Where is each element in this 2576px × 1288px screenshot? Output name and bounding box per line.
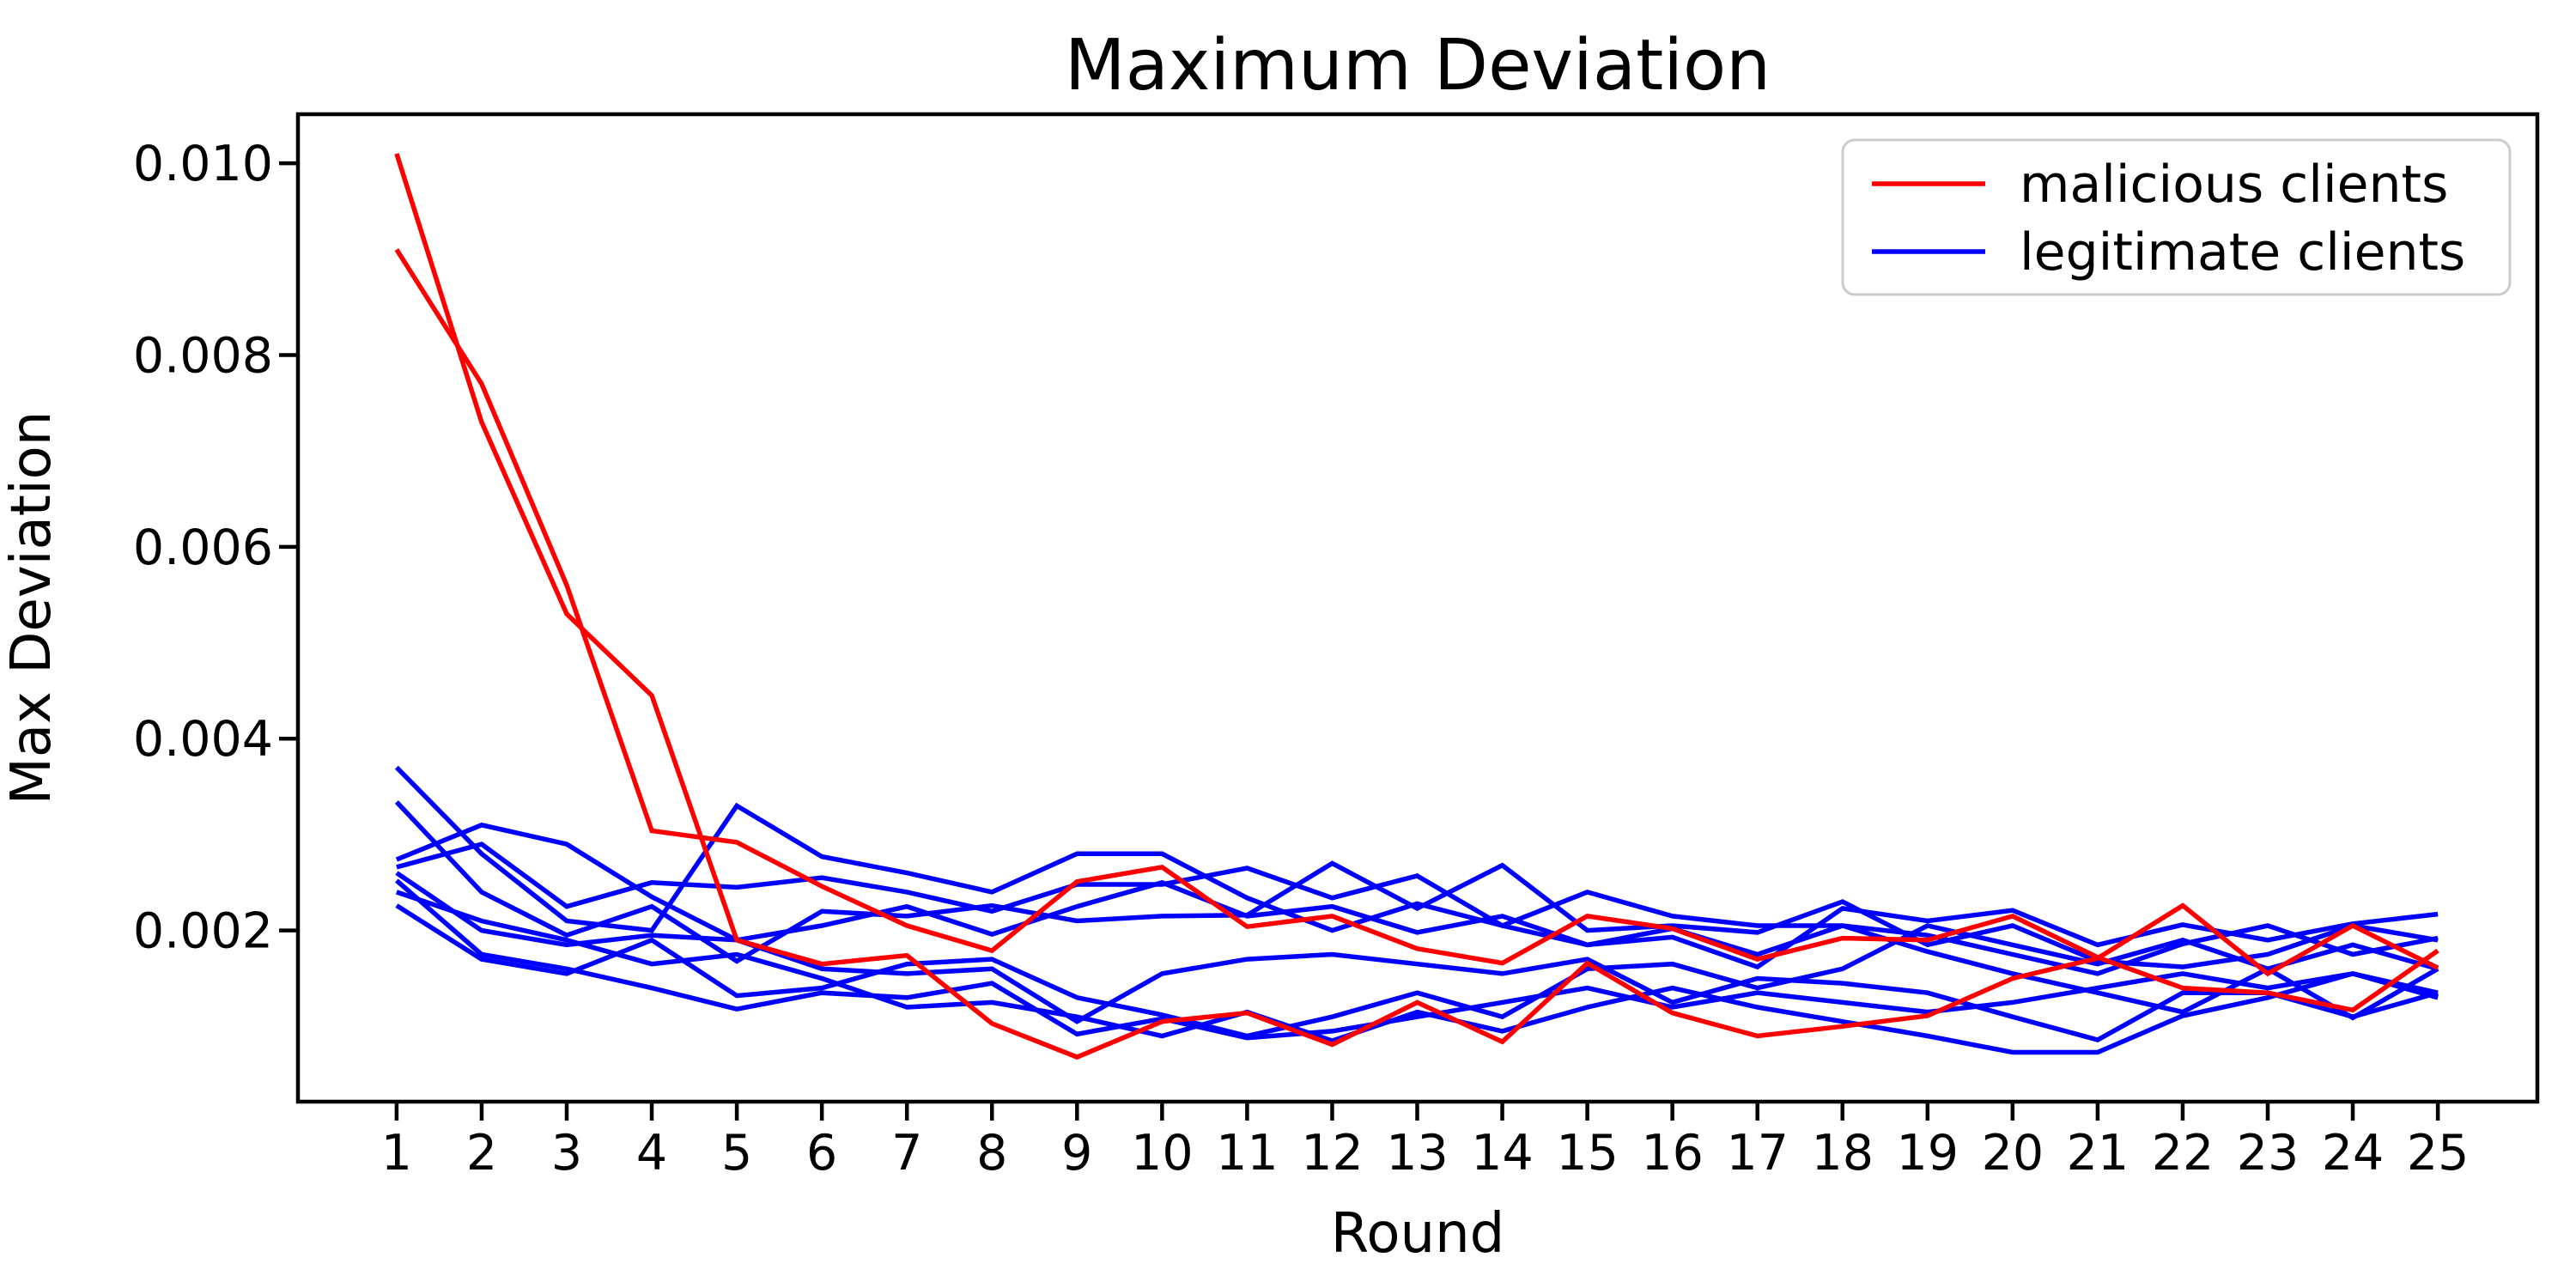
series-legitimate-4: [396, 841, 2439, 1015]
legend-label-malicious: malicious clients: [2020, 155, 2448, 215]
x-tick-label: 11: [1216, 1125, 1279, 1182]
x-tick-label: 15: [1556, 1125, 1619, 1182]
x-tick-label: 9: [1061, 1125, 1092, 1182]
x-tick-label: 2: [466, 1125, 497, 1182]
x-axis-label: Round: [1331, 1202, 1505, 1266]
chart-title: Maximum Deviation: [1065, 25, 1771, 106]
x-tick-label: 10: [1131, 1125, 1194, 1182]
x-tick-label: 7: [891, 1125, 922, 1182]
x-tick-label: 24: [2322, 1125, 2385, 1182]
x-tick-label: 25: [2407, 1125, 2470, 1182]
x-tick-label: 23: [2237, 1125, 2300, 1182]
x-tick-label: 18: [1811, 1125, 1874, 1182]
x-tick-label: 5: [721, 1125, 752, 1182]
x-tick-label: 12: [1301, 1125, 1364, 1182]
series-malicious-2: [394, 248, 2439, 1013]
data-series-layer: [394, 153, 2439, 1060]
tick-layer: 1 2 3 4 5 6 7 8 9 10 11 12 13 14 15 16 17 18 19 20 21 22 23 24 2…: [133, 136, 2470, 1182]
series-legitimate-8: [395, 903, 2439, 1039]
y-tick-label: 0.008: [133, 327, 273, 384]
x-tick-label: 19: [1897, 1125, 1959, 1182]
x-tick-label: 4: [636, 1125, 667, 1182]
y-tick-label: 0.010: [133, 136, 273, 192]
legend-label-legitimate: legitimate clients: [2020, 222, 2465, 283]
legend: malicious clients legitimate clients: [1841, 138, 2512, 296]
x-tick-label: 16: [1641, 1125, 1704, 1182]
series-legitimate-7: [396, 890, 2439, 1055]
legend-box: [1841, 138, 2512, 296]
y-axis-label: Max Deviation: [0, 411, 64, 805]
x-tick-label: 13: [1386, 1125, 1449, 1182]
series-legitimate-2: [394, 800, 2439, 969]
y-tick-label: 0.006: [133, 519, 273, 576]
x-tick-label: 14: [1471, 1125, 1534, 1182]
x-tick-label: 6: [806, 1125, 837, 1182]
x-tick-label: 21: [2067, 1125, 2129, 1182]
y-tick-label: 0.004: [133, 711, 273, 768]
series-legitimate-1: [394, 765, 2439, 970]
x-tick-label: 8: [976, 1125, 1007, 1182]
x-tick-label: 3: [551, 1125, 582, 1182]
x-tick-label: 17: [1726, 1125, 1789, 1182]
x-tick-label: 1: [381, 1125, 412, 1182]
y-tick-label: 0.002: [133, 903, 273, 960]
series-legitimate-6: [395, 878, 2439, 1041]
x-tick-label: 22: [2152, 1125, 2215, 1182]
x-tick-label: 20: [1982, 1125, 2044, 1182]
